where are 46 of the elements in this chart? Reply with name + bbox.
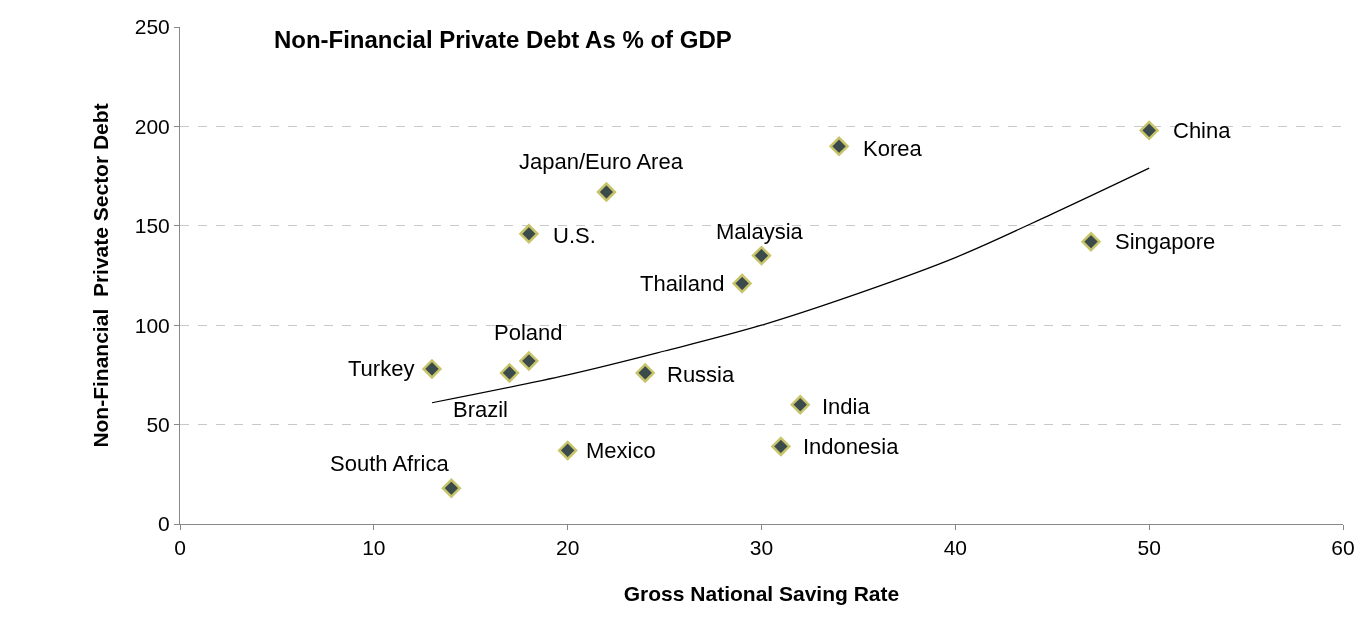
annotation: Thailand xyxy=(640,271,725,296)
y-tick-label: 150 xyxy=(134,214,170,238)
point xyxy=(557,440,578,461)
annotation: Malaysia xyxy=(716,219,804,244)
x-tick-label: 20 xyxy=(555,536,580,560)
y-tick-label: 200 xyxy=(134,114,170,138)
x-axis-title: Gross National Saving Rate xyxy=(623,582,900,606)
x-tick-label: 40 xyxy=(943,536,968,560)
annotation: Mexico xyxy=(586,438,656,463)
y-tick-label: 100 xyxy=(134,313,170,337)
annotation: U.S. xyxy=(553,223,596,248)
annotation: Russia xyxy=(667,362,736,387)
point xyxy=(519,224,539,244)
point xyxy=(422,359,442,379)
annotation: India xyxy=(822,394,871,419)
x-tick-label: 50 xyxy=(1137,536,1161,560)
point xyxy=(596,182,617,202)
annotation: China xyxy=(1173,118,1232,143)
point xyxy=(1081,232,1101,252)
annotation: Indonesia xyxy=(803,434,900,459)
x-tick-label: 60 xyxy=(1331,536,1355,560)
point xyxy=(1139,120,1159,141)
point xyxy=(829,136,849,156)
point xyxy=(441,478,462,498)
point xyxy=(771,436,791,457)
y-tick-label: 0 xyxy=(158,512,170,536)
chart-title: Non-Financial Private Debt As % of GDP xyxy=(273,26,732,54)
x-tick-label: 30 xyxy=(749,536,774,560)
annotation: Korea xyxy=(863,136,923,161)
annotation: Poland xyxy=(494,320,563,345)
point xyxy=(790,395,810,415)
point xyxy=(519,351,539,371)
annotation: South Africa xyxy=(330,451,450,476)
annotation: Turkey xyxy=(348,356,415,381)
point xyxy=(499,363,520,383)
y-tick-label: 250 xyxy=(134,15,170,39)
point xyxy=(635,363,655,383)
annotation: Brazil xyxy=(453,397,509,422)
annotation: Japan/Euro Area xyxy=(519,149,684,174)
point xyxy=(751,245,772,266)
point xyxy=(732,273,752,294)
annotation: Singapore xyxy=(1115,229,1216,254)
y-axis-title: Non-Financial Private Sector Debt xyxy=(88,103,112,448)
x-tick-label: 0 xyxy=(174,536,186,560)
y-tick-label: 50 xyxy=(146,412,170,436)
x-tick-label: 10 xyxy=(362,536,386,560)
